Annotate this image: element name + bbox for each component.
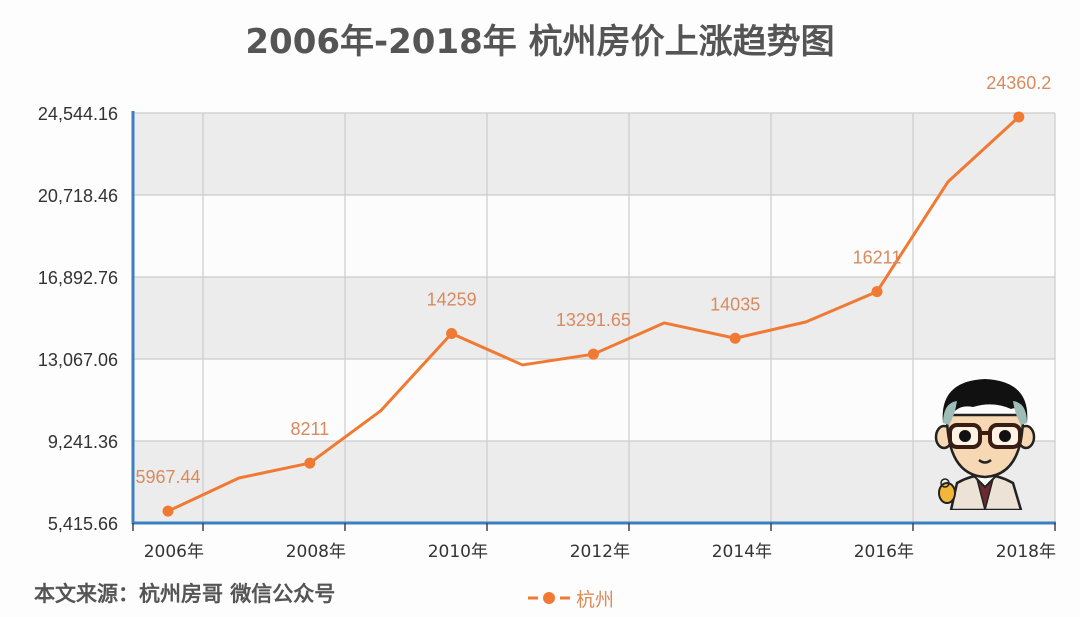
plot-band [133, 441, 1055, 523]
axes [131, 111, 1056, 531]
data-point-marker[interactable] [304, 457, 316, 469]
y-axis-ticks: 5,415.66 9,241.36 13,067.06 16,892.76 20,718… [38, 104, 118, 534]
x-axis-ticks: 2006年 2008年 2010年 2012年 2014年 2016年 2018年 [144, 542, 1056, 562]
y-tick-label: 13,067.06 [38, 350, 118, 370]
data-label: 8211 [290, 419, 329, 439]
data-label: 14259 [427, 289, 477, 309]
data-point-marker[interactable] [446, 327, 458, 339]
plot-band [133, 359, 1055, 441]
data-point-marker[interactable] [162, 505, 174, 517]
y-tick-label: 20,718.46 [38, 186, 118, 206]
x-tick-label: 2012年 [570, 542, 630, 562]
series-hangzhou [162, 111, 1025, 517]
legend-label: 杭州 [576, 588, 615, 611]
data-label: 16211 [853, 248, 902, 268]
y-tick-label: 9,241.36 [48, 432, 118, 452]
y-tick-label: 5,415.66 [48, 514, 118, 534]
x-tick-label: 2014年 [712, 542, 772, 562]
data-label: 13291.65 [556, 310, 631, 330]
data-label: 14035 [710, 294, 760, 314]
plot-band [133, 195, 1055, 277]
data-label: 24360.2 [986, 73, 1051, 93]
legend-marker-icon [528, 592, 570, 604]
source-note: 本文来源：杭州房哥 微信公众号 [34, 582, 336, 606]
y-tick-label: 16,892.76 [38, 268, 118, 288]
x-tick-label: 2010年 [428, 542, 488, 562]
plot-bands [133, 113, 1055, 523]
data-labels: 5967.44 8211 14259 13291.65 14035 16211 24360.… [135, 73, 1051, 487]
data-label: 5967.44 [135, 467, 200, 487]
x-tick-label: 2016年 [854, 542, 914, 562]
data-point-marker[interactable] [871, 286, 883, 298]
x-tick-label: 2018年 [996, 542, 1056, 562]
data-point-marker[interactable] [729, 332, 741, 344]
plot-band [133, 113, 1055, 195]
x-tick-label: 2008年 [286, 542, 346, 562]
y-tick-label: 24,544.16 [38, 104, 118, 124]
plot-band [133, 277, 1055, 359]
data-point-marker[interactable] [587, 348, 599, 360]
x-tick-label: 2006年 [144, 542, 204, 562]
data-point-marker[interactable] [1013, 111, 1025, 123]
legend-item-hangzhou[interactable]: 杭州 [528, 586, 615, 611]
chart-title: 2006年-2018年 杭州房价上涨趋势图 [245, 22, 835, 62]
cartoon-avatar-icon [934, 379, 1036, 510]
